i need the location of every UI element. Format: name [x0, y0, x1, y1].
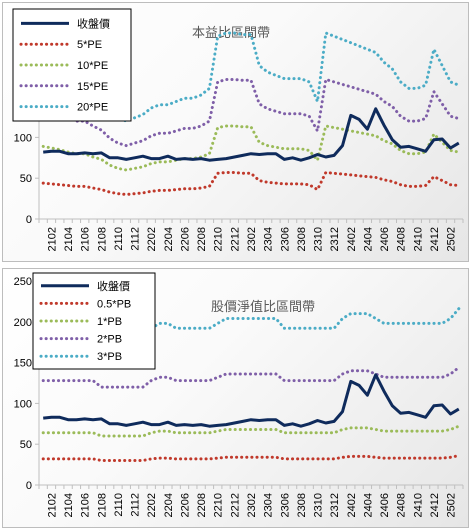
- pb-legend-label-4: 3*PB: [97, 351, 122, 363]
- pe-y-tick-label: 50: [20, 173, 32, 185]
- pb-x-tick-label: 2302: [246, 493, 258, 517]
- pb-x-tick-label: 2312: [329, 493, 341, 517]
- pb-x-tick-label: 2410: [412, 493, 424, 517]
- pb-x-tick-label: 2406: [379, 493, 391, 517]
- pe-legend-label-4: 20*PE: [77, 102, 108, 114]
- pe-x-tick-label: 2102: [46, 227, 58, 251]
- pb-series-line-4: [41, 307, 461, 340]
- pe-x-tick-label: 2306: [279, 227, 291, 251]
- pb-series-line-0: [43, 373, 460, 428]
- pb-x-tick-label: 2408: [396, 493, 408, 517]
- pe-legend-label-2: 10*PE: [77, 60, 108, 72]
- pe-x-tick-label: 2406: [379, 227, 391, 251]
- pe-legend: 收盤價 5*PE 10*PE 15*PE 20*PE: [12, 8, 132, 122]
- pb-x-tick-label: 2404: [362, 493, 374, 517]
- pb-x-tick-label: 2212: [229, 493, 241, 517]
- pe-y-tick-label: 0: [26, 214, 32, 226]
- pb-chart-title: 股價淨值比區間帶: [211, 299, 315, 315]
- pe-x-tick-label: 2304: [263, 227, 275, 251]
- pb-legend-label-1: 0.5*PB: [97, 298, 131, 310]
- pb-x-tick-label: 2204: [163, 493, 175, 517]
- pe-x-tick-label: 2204: [163, 227, 175, 251]
- pb-y-tick-label: 200: [14, 317, 32, 329]
- pb-x-tick-label: 2104: [63, 493, 75, 517]
- pb-y-tick-label: 0: [26, 480, 32, 492]
- pe-legend-label-3: 15*PE: [77, 81, 108, 93]
- pe-legend-label-0: 收盤價: [77, 16, 110, 30]
- pb-legend: 收盤價 0.5*PB 1*PB 2*PB 3*PB: [32, 272, 156, 370]
- pe-band-chart: 0501001502002502102210421062108211021122…: [2, 2, 469, 262]
- pe-series-line-2: [41, 124, 461, 172]
- pb-x-tick-label: 2206: [179, 493, 191, 517]
- pb-x-tick-label: 2106: [80, 493, 92, 517]
- pe-x-tick-label: 2412: [429, 227, 441, 251]
- pe-x-tick-label: 2110: [113, 227, 125, 251]
- pe-x-tick-label: 2206: [179, 227, 191, 251]
- pe-x-tick-label: 2408: [396, 227, 408, 251]
- pb-x-tick-label: 2110: [113, 493, 125, 517]
- pb-band-chart: 0 50 100 150 200 250 2102 2104 2106 2108 2110 2112 2…: [2, 268, 469, 528]
- pb-x-tick-label: 2304: [263, 493, 275, 517]
- pb-legend-label-3: 2*PB: [97, 334, 122, 346]
- pe-x-tick-label: 2402: [346, 227, 358, 251]
- pb-series-line-2: [41, 424, 461, 438]
- pe-x-tick-label: 2404: [362, 227, 374, 251]
- pb-x-tick-label: 2102: [46, 493, 58, 517]
- pb-legend-label-0: 收盤價: [97, 279, 130, 293]
- pe-y-tick-label: 100: [14, 132, 32, 144]
- pb-x-tick-label: 2306: [279, 493, 291, 517]
- pb-x-tick-label: 2210: [213, 493, 225, 517]
- pe-series-line-1: [41, 170, 461, 197]
- pe-x-tick-label: 2312: [329, 227, 341, 251]
- pb-y-tick-label: 100: [14, 398, 32, 410]
- pb-series-line-3: [41, 366, 461, 389]
- pe-x-tick-label: 2208: [196, 227, 208, 251]
- pb-x-tick-label: 2502: [446, 493, 458, 517]
- pb-band-chart-svg: 0 50 100 150 200 250 2102 2104 2106 2108 2110 2112 2…: [14, 272, 464, 517]
- pb-x-tick-label: 2308: [296, 493, 308, 517]
- pe-band-chart-svg: 0501001502002502102210421062108211021122…: [12, 8, 464, 251]
- pe-x-tick-label: 2106: [80, 227, 92, 251]
- pe-legend-label-1: 5*PE: [77, 39, 102, 51]
- pb-y-tick-label: 150: [14, 358, 32, 370]
- pb-x-tick-label: 2202: [146, 493, 158, 517]
- pe-x-tick-label: 2302: [246, 227, 258, 251]
- pb-series-line-1: [41, 454, 461, 462]
- pb-legend-box: [32, 272, 156, 370]
- pe-series-line-0: [43, 107, 460, 162]
- pe-series-line-3: [41, 77, 461, 148]
- pe-x-tick-label: 2410: [412, 227, 424, 251]
- pe-x-tick-label: 2310: [313, 227, 325, 251]
- pe-x-tick-label: 2502: [446, 227, 458, 251]
- pe-x-tick-label: 2210: [213, 227, 225, 251]
- pe-x-tick-label: 2112: [130, 227, 142, 251]
- pb-y-tick-label: 250: [14, 276, 32, 288]
- pe-x-tick-label: 2108: [96, 227, 108, 251]
- pb-y-tick-label: 50: [20, 439, 32, 451]
- pb-x-tick-label: 2310: [313, 493, 325, 517]
- pe-x-tick-label: 2104: [63, 227, 75, 251]
- pb-x-tick-label: 2208: [196, 493, 208, 517]
- pb-x-tick-label: 2112: [130, 493, 142, 517]
- pb-x-tick-label: 2402: [346, 493, 358, 517]
- pe-x-tick-label: 2202: [146, 227, 158, 251]
- pe-x-tick-label: 2212: [229, 227, 241, 251]
- pb-x-tick-label: 2412: [429, 493, 441, 517]
- pb-legend-label-2: 1*PB: [97, 316, 122, 328]
- pb-x-tick-label: 2108: [96, 493, 108, 517]
- pe-x-tick-label: 2308: [296, 227, 308, 251]
